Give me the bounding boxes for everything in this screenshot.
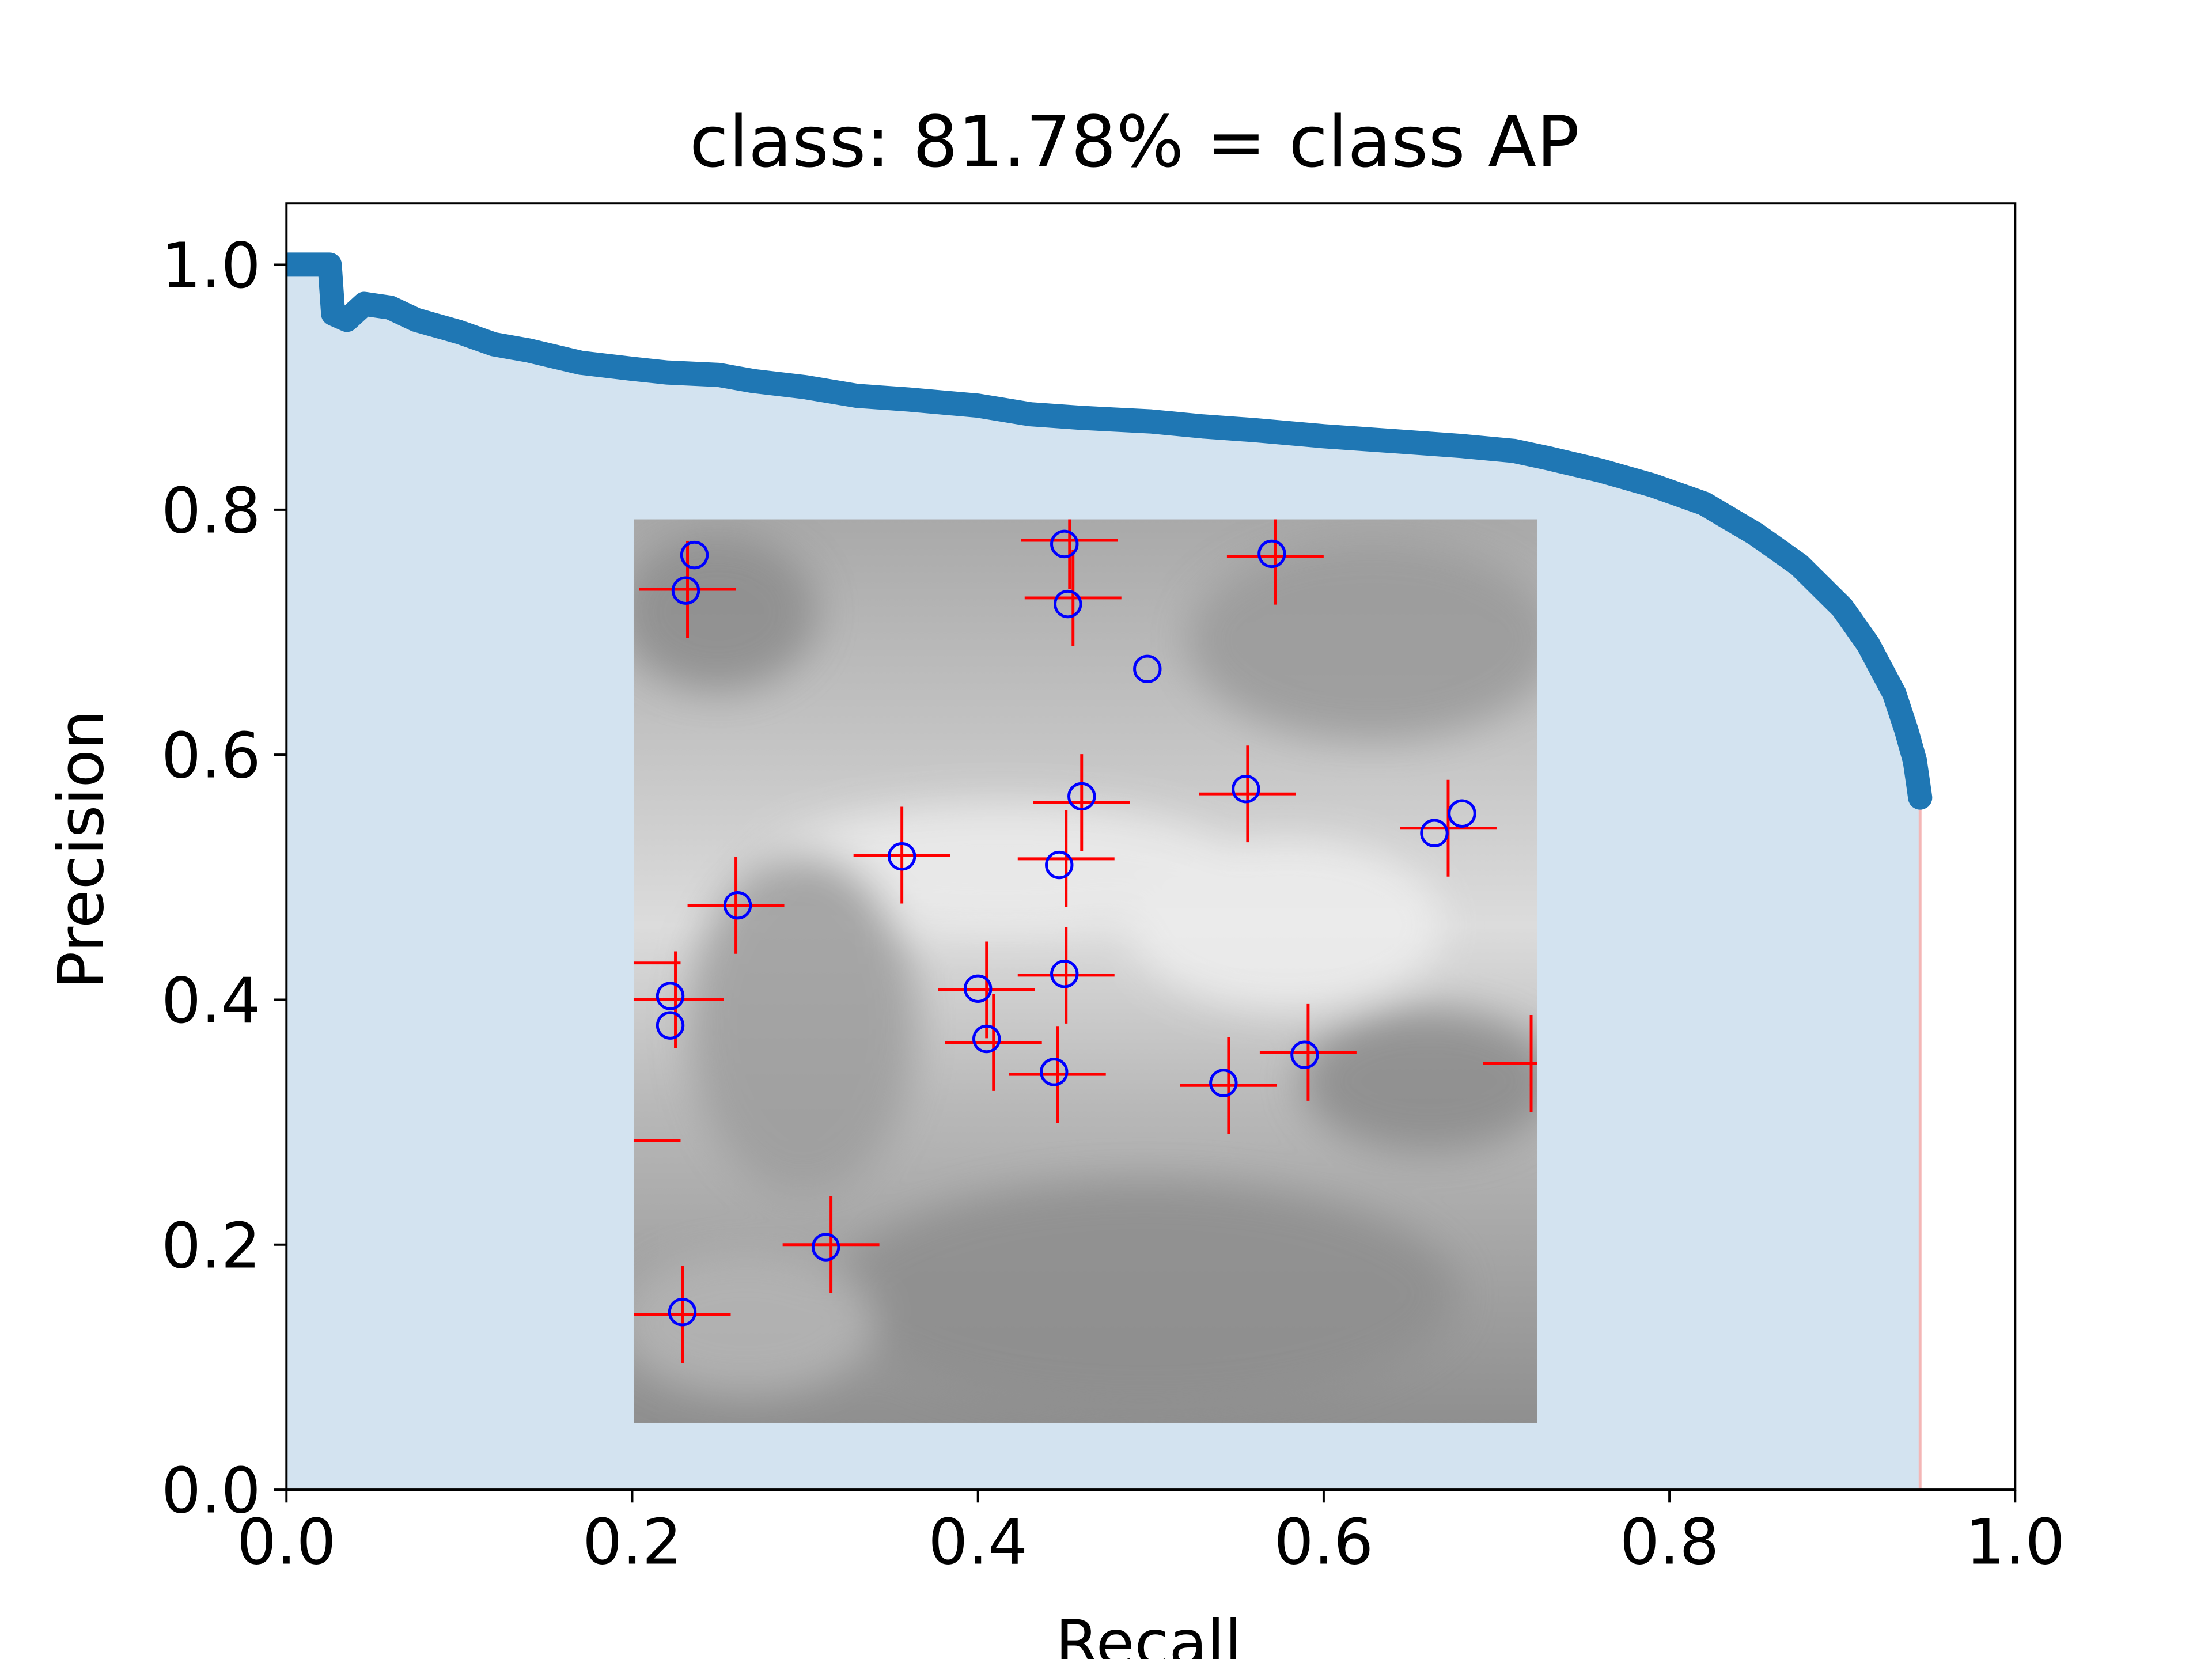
y-tick-label: 0.6	[161, 719, 261, 793]
ground-truth-circle	[1420, 819, 1449, 847]
precision-recall-curve	[286, 252, 1933, 810]
detection-cross	[1199, 745, 1296, 843]
detection-cross	[1024, 549, 1122, 646]
ground-truth-circle	[1232, 774, 1260, 804]
detection-cross	[1017, 926, 1115, 1024]
y-tick-label: 0.0	[161, 1455, 261, 1528]
y-tick-label: 1.0	[161, 229, 261, 302]
chart-title: class: 81.78% = class AP	[690, 101, 1580, 184]
detection-cross	[633, 961, 681, 965]
detection-cross	[945, 994, 1042, 1091]
detection-cross	[1033, 754, 1130, 851]
ground-truth-circle	[1045, 850, 1074, 880]
x-tick-label: 1.0	[1965, 1506, 2065, 1579]
ground-truth-circle	[1209, 1069, 1238, 1097]
detection-cross	[639, 541, 736, 638]
ground-truth-circle	[887, 842, 916, 871]
ground-truth-circle	[811, 1233, 840, 1262]
x-tick-label: 0.2	[582, 1506, 682, 1579]
ground-truth-circle	[671, 576, 700, 605]
ground-truth-circle	[1067, 782, 1096, 811]
ground-truth-circle	[1040, 1058, 1069, 1086]
detection-cross	[1017, 810, 1115, 907]
ground-truth-circle	[1257, 539, 1286, 569]
y-tick-label: 0.8	[161, 474, 261, 547]
x-tick-label: 0.4	[928, 1506, 1028, 1579]
inset-image	[633, 519, 1537, 1423]
detection-cross	[1483, 1015, 1537, 1112]
x-tick-label: 0.6	[1274, 1506, 1374, 1579]
ground-truth-circle	[656, 982, 685, 1010]
detection-cross	[634, 1266, 731, 1363]
detection-cross	[853, 806, 950, 904]
y-axis-label: Precision	[45, 710, 118, 989]
detection-cross	[633, 1139, 681, 1142]
detection-cross	[1180, 1037, 1277, 1134]
y-tick-label: 0.4	[161, 964, 261, 1037]
plot-area	[286, 252, 1933, 1490]
detection-cross	[938, 941, 1035, 1039]
detection-cross	[687, 857, 785, 954]
ground-truth-circle	[1050, 529, 1079, 559]
detection-cross	[1226, 519, 1324, 605]
ground-truth-circle	[680, 540, 709, 570]
ground-truth-circle	[1133, 654, 1162, 683]
ground-truth-circle	[1054, 589, 1082, 619]
detection-cross	[1259, 1003, 1357, 1101]
x-tick-label: 0.8	[1620, 1506, 1719, 1579]
x-axis: 0.0 0.2 0.4 0.6 0.8 1.0	[237, 1490, 2065, 1579]
ground-truth-circle	[1290, 1040, 1319, 1069]
y-axis: 0.0 0.2 0.4 0.6 0.8 1.0	[161, 229, 287, 1528]
detection-cross	[1400, 779, 1497, 877]
ground-truth-circle	[964, 974, 993, 1003]
axes-frame	[285, 202, 2017, 1491]
ground-truth-circle	[668, 1298, 697, 1327]
ground-truth-circle	[723, 891, 752, 920]
ground-truth-circle	[972, 1024, 1001, 1054]
ground-truth-circle	[1448, 799, 1476, 828]
detection-cross	[633, 951, 724, 1048]
detection-cross	[782, 1196, 880, 1293]
x-axis-label: Recall	[1055, 1607, 1242, 1659]
detection-cross	[1009, 1026, 1106, 1123]
y-tick-label: 0.2	[161, 1209, 261, 1282]
x-tick-label: 0.0	[237, 1506, 336, 1579]
ground-truth-circle	[656, 1011, 685, 1040]
ground-truth-circle	[1050, 960, 1079, 988]
detection-cross	[1021, 519, 1118, 589]
